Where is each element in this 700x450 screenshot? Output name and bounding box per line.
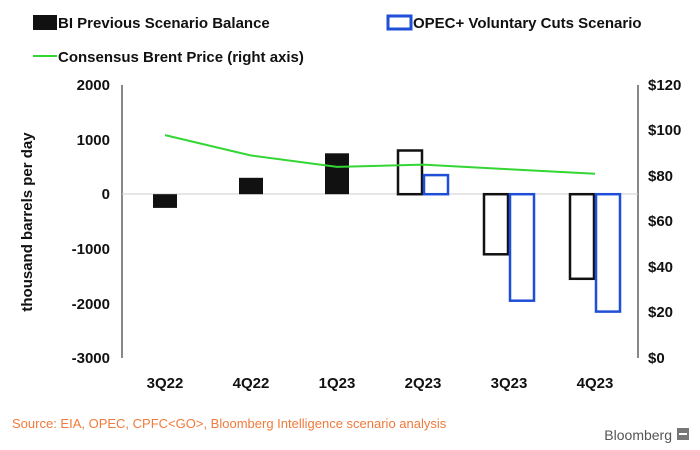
legend-label-brent: Consensus Brent Price (right axis): [58, 49, 304, 66]
bar-opec-cuts-3Q23: [508, 192, 536, 302]
line-group: [164, 134, 596, 175]
legend: BI Previous Scenario Balance OPEC+ Volun…: [33, 14, 642, 66]
y-tick-label: 0: [102, 186, 110, 203]
bar-bi-previous-2Q23: [396, 149, 424, 196]
category-label: 3Q22: [147, 375, 184, 392]
y-tick-label: -3000: [72, 350, 110, 367]
category-label: 3Q23: [491, 375, 528, 392]
y-tick-label: 1000: [77, 132, 110, 149]
bars-group: [153, 149, 622, 313]
y2-tick-label: $80: [648, 168, 673, 185]
y-axis-title: thousand barrels per day: [19, 132, 36, 312]
y-tick-label: 2000: [77, 77, 110, 94]
right-tick-labels: $120 $100 $80 $60 $40 $20 $0: [648, 77, 681, 367]
brent-price-line: [164, 134, 596, 175]
y2-tick-label: $60: [648, 213, 673, 230]
y2-tick-label: $100: [648, 122, 681, 139]
category-labels: 3Q22 4Q22 1Q23 2Q23 3Q23 4Q23: [147, 375, 614, 392]
bar-bi-previous-3Q22: [153, 194, 177, 208]
bar-bi-previous-3Q23: [482, 192, 510, 256]
category-label: 2Q23: [405, 375, 442, 392]
y2-tick-label: $0: [648, 350, 665, 367]
category-label: 4Q22: [233, 375, 270, 392]
legend-label-opec-cuts: OPEC+ Voluntary Cuts Scenario: [413, 15, 642, 32]
y2-tick-label: $40: [648, 259, 673, 276]
legend-swatch-bi-previous: [33, 15, 57, 30]
bar-bi-previous-4Q22: [239, 177, 263, 195]
category-label: 1Q23: [319, 375, 356, 392]
left-tick-labels: 2000 1000 0 -1000 -2000 -3000: [72, 77, 110, 367]
y2-tick-label: $120: [648, 77, 681, 94]
y-tick-label: -2000: [72, 296, 110, 313]
bloomberg-terminal-icon: [677, 428, 689, 440]
bar-opec-cuts-2Q23: [422, 173, 450, 196]
bar-opec-cuts-4Q23: [594, 192, 622, 313]
y-tick-label: -1000: [72, 241, 110, 258]
bar-bi-previous-1Q23: [325, 153, 349, 195]
category-label: 4Q23: [577, 375, 614, 392]
legend-swatch-opec-cuts: [386, 14, 413, 31]
legend-label-bi-previous: BI Previous Scenario Balance: [58, 15, 270, 32]
bar-bi-previous-4Q23: [568, 192, 596, 281]
y2-tick-label: $20: [648, 304, 673, 321]
brand-logo-text: Bloomberg: [604, 427, 672, 443]
source-note: Source: EIA, OPEC, CPFC<GO>, Bloomberg I…: [12, 416, 447, 431]
